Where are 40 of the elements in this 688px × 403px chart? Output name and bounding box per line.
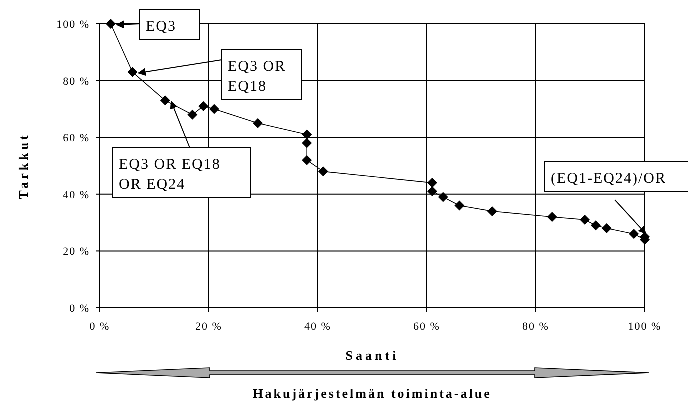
point [253, 118, 264, 128]
point [629, 229, 640, 240]
annotation: EQ3 OR EQ18 OR EQ24 [119, 157, 221, 193]
point [590, 220, 601, 231]
x-tick-label: 60 % [414, 321, 440, 333]
y-tick-label: 20 % [63, 246, 90, 258]
point [198, 101, 209, 112]
x-tick-label: 0 % [90, 321, 110, 333]
annotation: EQ3 OR EQ18 [228, 59, 286, 95]
x-axis-title: Saanti [346, 348, 400, 363]
x-tick-label: 20 % [196, 321, 222, 333]
point [427, 178, 438, 188]
point [580, 214, 590, 225]
y-tick-label: 0 % [70, 303, 90, 315]
point [318, 166, 328, 177]
point [438, 192, 448, 202]
point [128, 67, 138, 78]
point [302, 130, 312, 140]
point [106, 19, 116, 29]
text: Hakujärjestelmän toiminta-alue [253, 386, 492, 401]
x-tick-label: 100 % [628, 321, 662, 333]
point [547, 212, 558, 222]
y-tick-label: 60 % [63, 132, 90, 145]
point [302, 138, 312, 148]
x-tick-label: 40 % [304, 321, 332, 333]
point [302, 155, 312, 166]
annotation: EQ3 [146, 19, 176, 35]
point [602, 223, 612, 234]
y-tick-label: 80 % [63, 76, 90, 88]
point [188, 110, 198, 120]
point [487, 206, 498, 216]
annotation: (EQ1-EQ24)/OR [551, 171, 666, 187]
point [427, 186, 438, 197]
point [209, 104, 220, 114]
y-tick-label: 40 % [63, 189, 90, 202]
point [454, 200, 465, 211]
x-tick-label: 80 % [522, 321, 550, 333]
y-tick-label: 100 % [56, 19, 90, 31]
y-axis-title: Tarkkut [16, 132, 31, 200]
point [160, 96, 170, 106]
